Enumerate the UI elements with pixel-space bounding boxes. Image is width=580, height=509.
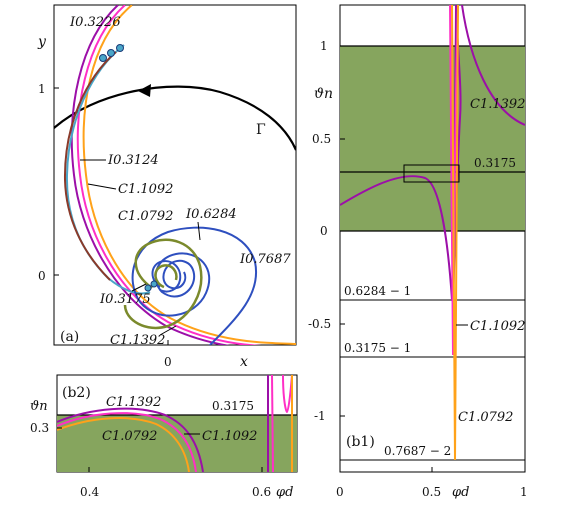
x-tick-label: 1 (520, 485, 528, 499)
y-tick-label: 0.3 (30, 421, 49, 435)
line-label: 0.6284 − 1 (344, 284, 411, 298)
leader-line (159, 325, 177, 336)
curve-C11392 (70, 5, 231, 345)
marker-dot (116, 44, 124, 52)
gamma-arrow-icon (138, 84, 151, 97)
label-I07687: I0.7687 (239, 252, 291, 267)
shaded-region (340, 46, 525, 231)
line-label: 0.3175 − 1 (344, 341, 411, 355)
panel-b1-plot (340, 5, 525, 461)
line-label: 0.3175 (212, 399, 254, 413)
line-label: 0.3175 (474, 156, 516, 170)
panel-b1: 1 0.5 0 -0.5 -1 0 0.5 1 φd ϑn (b1) 0.317… (308, 4, 528, 500)
label-C11392: C1.1392 (106, 395, 161, 410)
zoom-box (403, 164, 460, 183)
x-tick-label: 0.5 (422, 485, 441, 499)
marker-dot (99, 54, 107, 62)
leader-line (131, 283, 147, 292)
curve-C11092 (449, 5, 459, 356)
curve-olive-inner (154, 264, 178, 289)
curve-C11392 (57, 407, 204, 472)
line-label: 0.7687 − 2 (384, 444, 451, 458)
y-tick-label: 1 (320, 39, 328, 53)
curve-I06284 (123, 238, 203, 330)
y-tick-label: 0.5 (312, 132, 331, 146)
label-C10792: C1.0792 (458, 410, 513, 425)
x-tick-label: 0 (336, 485, 344, 499)
panel-b2-plot (57, 375, 297, 472)
y-axis-label: ϑn (314, 86, 333, 102)
shaded-region (57, 415, 297, 472)
marker-dot (150, 280, 158, 288)
label-C11092: C1.1092 (470, 319, 525, 334)
panel-b2: 0.3 0.4 0.6 φd ϑn (b2) 0.3175 C1.1392 C1… (30, 374, 298, 500)
curve-C11092 (57, 412, 197, 472)
x-axis-label: x (240, 354, 248, 370)
y-tick-label: -0.5 (308, 317, 331, 331)
curve-C10792 (82, 5, 296, 345)
curve-C10792 (451, 5, 459, 461)
y-axis-label: ϑn (30, 399, 48, 414)
x-tick-label: 0.6 (252, 485, 271, 499)
curve-C10792 (57, 417, 190, 472)
x-tick-label: 0 (164, 355, 172, 369)
x-tick-label: 0.4 (80, 485, 99, 499)
label-C11392: C1.1392 (470, 97, 525, 112)
curve-C11092 (76, 5, 261, 345)
label-I03175: I0.3175 (99, 292, 151, 307)
label-I03124: I0.3124 (107, 153, 159, 168)
y-axis-label: y (37, 34, 47, 50)
curve-I03124 (63, 51, 117, 281)
y-tick-label: 0 (320, 224, 328, 238)
leader-line (87, 183, 117, 190)
label-I03226: I0.3226 (69, 15, 121, 30)
gamma-curve (54, 85, 296, 151)
x-axis-label: φd (276, 485, 293, 500)
y-tick-label: 1 (38, 82, 46, 96)
label-C11392: C1.1392 (110, 333, 165, 348)
curve-spike (271, 375, 274, 472)
label-C11092: C1.1092 (118, 182, 173, 197)
label-gamma: Γ (256, 122, 266, 138)
label-C10792: C1.0792 (118, 209, 173, 224)
panel-a-plot (54, 5, 296, 345)
label-C11092: C1.1092 (202, 429, 257, 444)
curve-spike (282, 375, 293, 414)
panel-tag: (b2) (62, 385, 91, 401)
label-I06284: I0.6284 (185, 207, 237, 222)
curve-I03226 (65, 44, 151, 295)
y-tick-label: 0 (38, 269, 46, 283)
panel-tag: (b1) (346, 434, 375, 450)
panel-a-frame (53, 4, 297, 346)
marker-dot (144, 284, 152, 292)
leader-line (197, 221, 201, 241)
curve-I03175 (151, 260, 182, 293)
y-tick-label: -1 (314, 409, 326, 423)
panel-tag: (a) (60, 329, 79, 345)
x-axis-label: φd (452, 485, 469, 500)
label-C10792: C1.0792 (102, 429, 157, 444)
panel-a: 1 0 0 y x (a) Γ I0.3226 I0.3124 C1.1092 … (37, 4, 297, 370)
marker-dot (107, 49, 115, 57)
